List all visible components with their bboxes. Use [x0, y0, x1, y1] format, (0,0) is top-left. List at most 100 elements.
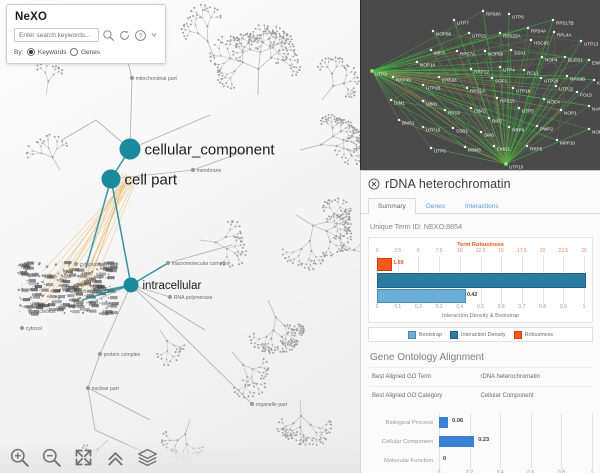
- gene-node[interactable]: [504, 162, 508, 166]
- radio-genes[interactable]: [70, 48, 79, 56]
- gene-node[interactable]: [579, 39, 583, 43]
- gene-network-panel[interactable]: UTP9 UTP10 RPS8A UTP6 UTP7 RPS17B NOP56 UTP21 RP…: [360, 0, 600, 170]
- gene-node[interactable]: [498, 65, 502, 69]
- gene-node[interactable]: [511, 86, 515, 90]
- close-circle-icon[interactable]: [368, 178, 380, 190]
- chevron-down-icon[interactable]: [150, 29, 158, 42]
- gene-node[interactable]: [451, 126, 455, 130]
- search-by-genes[interactable]: Genes: [70, 48, 100, 56]
- gene-node[interactable]: [575, 90, 579, 94]
- zoom-in-icon[interactable]: [9, 447, 30, 468]
- gene-node[interactable]: [429, 48, 433, 52]
- gene-node[interactable]: [479, 130, 483, 134]
- gene-node[interactable]: [469, 67, 473, 71]
- gene-node[interactable]: [517, 106, 521, 110]
- info-tabs[interactable]: Summary Genes Interactions: [361, 193, 600, 214]
- gene-node[interactable]: [529, 38, 533, 42]
- radio-keywords[interactable]: [27, 48, 36, 56]
- collapse-up-icon[interactable]: [105, 447, 126, 468]
- gene-node[interactable]: [592, 78, 596, 82]
- tree-toolbar[interactable]: [0, 442, 360, 473]
- gene-node[interactable]: [483, 49, 487, 53]
- gene-node[interactable]: [490, 76, 494, 80]
- tree-small-node[interactable]: protein complex: [97, 351, 141, 358]
- gene-node[interactable]: [525, 144, 529, 148]
- gene-node[interactable]: [429, 146, 433, 150]
- gene-node[interactable]: [481, 9, 485, 13]
- gene-node[interactable]: [587, 58, 591, 62]
- tree-node-cellular-component[interactable]: cellular_component: [119, 138, 276, 160]
- gene-node[interactable]: [421, 125, 425, 129]
- layers-icon[interactable]: [137, 447, 158, 468]
- gene-node[interactable]: [389, 98, 393, 102]
- gene-node[interactable]: [437, 75, 441, 79]
- tree-small-node[interactable]: mitochondrial part: [129, 75, 177, 82]
- gene-node[interactable]: [565, 74, 569, 78]
- tab-interactions[interactable]: Interactions: [464, 203, 499, 210]
- gene-node[interactable]: [522, 68, 526, 72]
- tab-genes[interactable]: Genes: [425, 203, 445, 210]
- gene-node[interactable]: [495, 96, 499, 100]
- gene-node[interactable]: [552, 30, 556, 34]
- help-icon[interactable]: ?: [134, 29, 147, 42]
- gene-node[interactable]: [421, 99, 425, 103]
- gene-node[interactable]: [455, 49, 459, 53]
- gene-node[interactable]: [535, 124, 539, 128]
- gene-node[interactable]: [542, 97, 546, 101]
- zoom-out-icon[interactable]: [41, 447, 62, 468]
- gene-node[interactable]: [469, 106, 473, 110]
- gene-node[interactable]: [526, 26, 530, 30]
- tree-small-node[interactable]: cytosol: [19, 325, 42, 332]
- search-icon[interactable]: [102, 29, 115, 42]
- tree-small-node[interactable]: macromolecular complex: [165, 260, 230, 267]
- gene-node[interactable]: [554, 84, 558, 88]
- gene-node[interactable]: [487, 116, 491, 120]
- search-input[interactable]: [14, 28, 99, 42]
- tree-small-node[interactable]: nucleolus: [27, 308, 56, 315]
- tree-small-node[interactable]: RNA polymerase: [167, 294, 213, 301]
- gene-node[interactable]: [540, 55, 544, 59]
- gene-node[interactable]: [443, 108, 447, 112]
- gene-node[interactable]: [415, 60, 419, 64]
- gene-node[interactable]: [431, 29, 435, 33]
- gene-node[interactable]: [498, 31, 502, 35]
- tree-small-node[interactable]: membrane: [190, 167, 222, 174]
- reset-icon[interactable]: [118, 29, 131, 42]
- gene-node[interactable]: [551, 18, 555, 22]
- gene-node[interactable]: [507, 125, 511, 129]
- tree-small-node[interactable]: cytoplasmic part: [73, 261, 118, 268]
- gene-node[interactable]: [587, 127, 591, 131]
- gene-node[interactable]: [465, 86, 469, 90]
- tree-node-intracellular[interactable]: intracellular: [123, 277, 202, 293]
- term-info-panel[interactable]: rDNA heterochromatin Summary Genes Inter…: [360, 170, 600, 473]
- search-panel[interactable]: NeXO ? By:: [6, 4, 166, 64]
- gene-network-graph[interactable]: UTP9 UTP10 RPS8A UTP6 UTP7 RPS17B NOP56 UTP21 RP…: [361, 0, 600, 170]
- tree-small-node[interactable]: nuclear part: [85, 385, 120, 392]
- gene-node[interactable]: [467, 31, 471, 35]
- fit-screen-icon[interactable]: [73, 447, 94, 468]
- gene-node[interactable]: [463, 145, 467, 149]
- gene-node[interactable]: [397, 118, 401, 122]
- gene-node[interactable]: [452, 18, 456, 22]
- tab-summary[interactable]: Summary: [368, 198, 416, 214]
- gene-node[interactable]: [563, 55, 567, 59]
- gene-node[interactable]: [539, 76, 543, 80]
- gene-node[interactable]: [587, 104, 591, 108]
- gene-node[interactable]: [507, 12, 511, 16]
- gene-node[interactable]: [559, 108, 563, 112]
- gene-node[interactable]: [492, 144, 496, 148]
- search-by-keywords[interactable]: Keywords: [27, 48, 66, 56]
- tree-small-nodes[interactable]: mitochondrial part membrane protein comple…: [19, 75, 288, 408]
- tree-small-node[interactable]: ribosomal subunit: [69, 288, 117, 295]
- gene-node[interactable]: [509, 48, 513, 52]
- gene-node[interactable]: [421, 83, 425, 87]
- tree-small-node[interactable]: organelle part: [249, 401, 288, 408]
- network-nodes[interactable]: [370, 9, 596, 166]
- gene-node[interactable]: [391, 75, 395, 79]
- gene-node[interactable]: [370, 69, 374, 73]
- tree-node-cell part[interactable]: cell part: [101, 169, 178, 189]
- ontology-tree-panel[interactable]: ████ ████ ████ ████ ████ ████ ████ ████ ████ ████…: [0, 0, 360, 473]
- ontology-tree-graph[interactable]: ████████████████████████████████████████…: [0, 0, 360, 473]
- gene-node[interactable]: [555, 138, 559, 142]
